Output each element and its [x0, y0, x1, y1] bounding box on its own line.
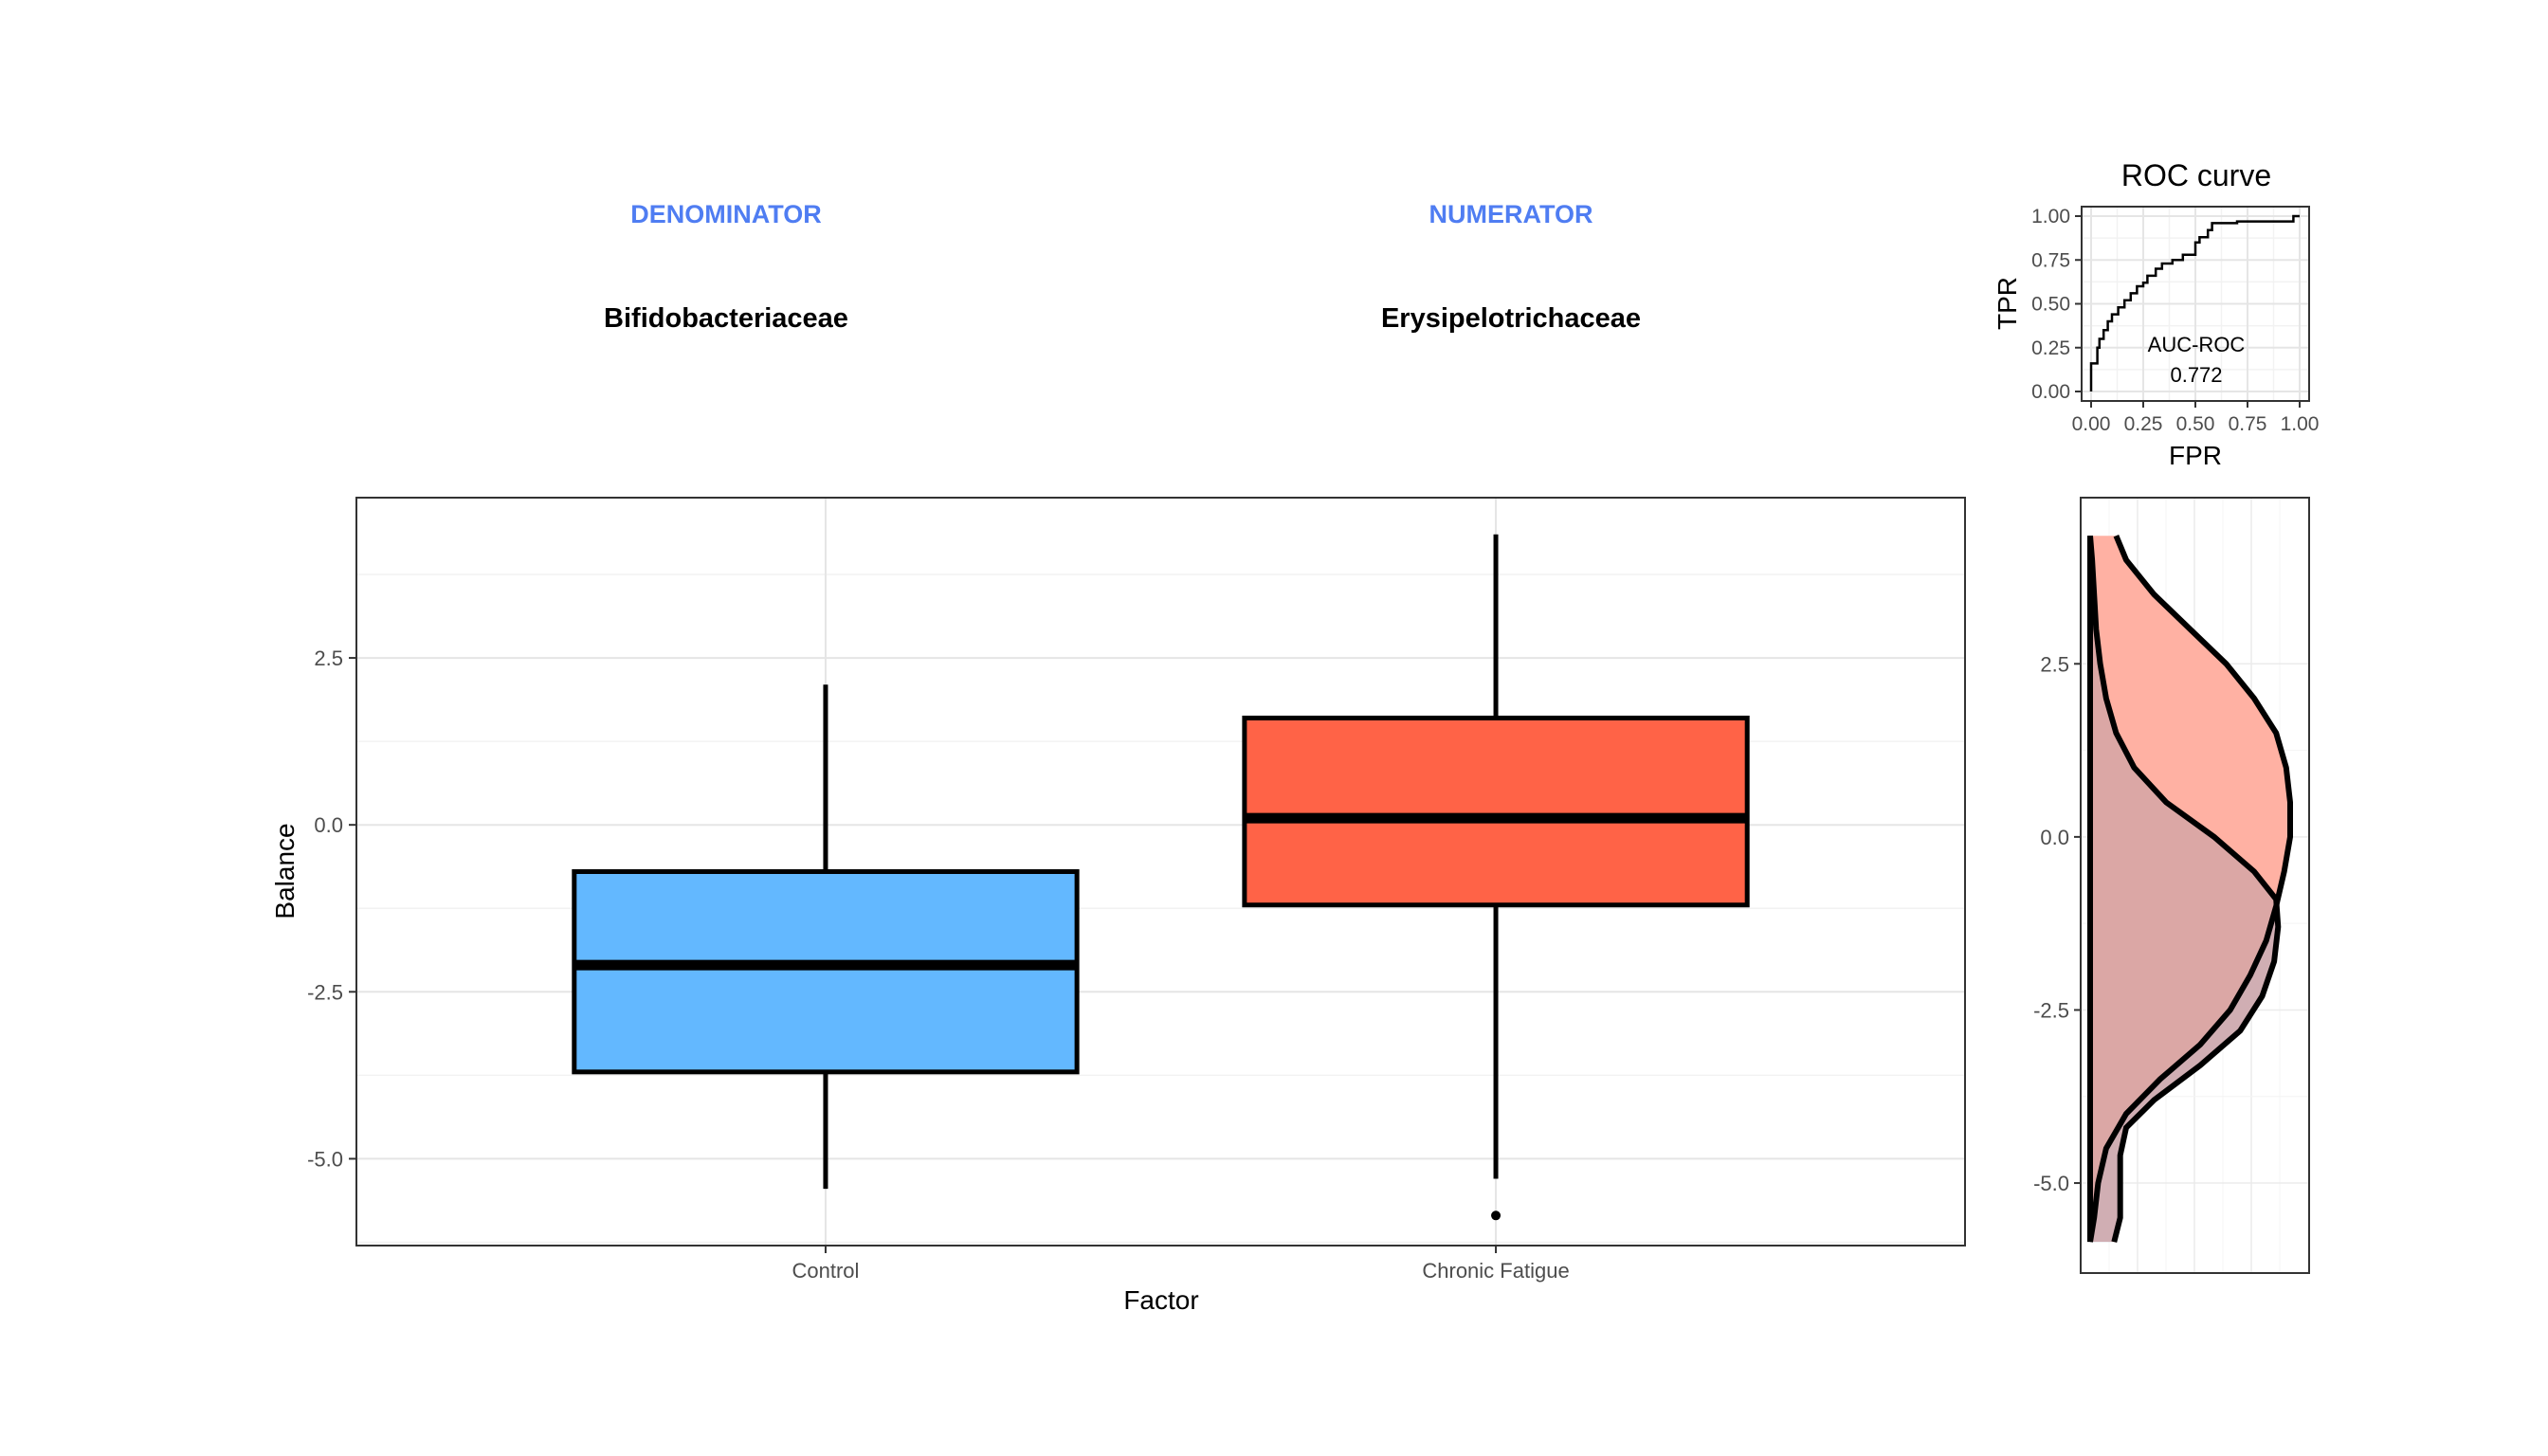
- boxplot-x-tick-label: Chronic Fatigue: [1422, 1259, 1569, 1283]
- roc-x-axis-title: FPR: [2169, 441, 2222, 470]
- boxplot-y-tick-label: -2.5: [307, 980, 343, 1004]
- roc-axes: 0.00 0.25 0.50 0.75 1.00 0.00 0.25 0.50 0.75 1.00: [2031, 206, 2319, 435]
- boxplot-x-tick-label: Control: [792, 1259, 859, 1283]
- density-y-tick-label: 2.5: [2040, 652, 2069, 676]
- roc-y-tick-label: 1.00: [2031, 206, 2070, 228]
- density-chronic-fatigue-outline: [2087, 535, 2293, 1243]
- roc-y-axis-title: TPR: [1993, 277, 2022, 330]
- roc-y-tick-label: 0.00: [2031, 381, 2070, 403]
- boxplot-panel: -5.0 -2.5 0.0 2.5 Control Chronic Fatigue Fa…: [270, 497, 1966, 1315]
- density-panel: -5.0 -2.5 0.0 2.5: [2033, 497, 2310, 1274]
- roc-auc-label: AUC-ROC: [2148, 333, 2246, 356]
- roc-y-tick-label: 0.50: [2031, 294, 2070, 316]
- boxplot-boxes: [572, 534, 1750, 1221]
- density-border: [2080, 497, 2310, 1274]
- density-y-tick-label: -2.5: [2033, 998, 2069, 1022]
- density-y-axis: -5.0 -2.5 0.0 2.5: [2033, 652, 2081, 1195]
- roc-x-tick-label: 0.75: [2229, 413, 2267, 435]
- boxplot-x-axis: Control Chronic Fatigue: [792, 1246, 1570, 1283]
- boxplot-y-axis: -5.0 -2.5 0.0 2.5: [307, 646, 356, 1171]
- denominator-taxon: Bifidobacteriaceae: [604, 303, 848, 334]
- density-areas: [2087, 535, 2293, 1243]
- density-control-outline: [2087, 535, 2282, 1243]
- roc-y-tick-label: 0.75: [2031, 249, 2070, 271]
- boxplot-y-axis-title: Balance: [270, 823, 300, 919]
- roc-curve-line: [2089, 214, 2300, 391]
- roc-x-tick-label: 0.00: [2072, 413, 2111, 435]
- boxplot-x-axis-title: Factor: [1123, 1285, 1198, 1315]
- boxplot-outlier-point: [1491, 1210, 1502, 1221]
- density-y-tick-label: -5.0: [2033, 1172, 2069, 1195]
- roc-title: ROC curve: [2121, 158, 2271, 192]
- roc-panel: ROC curve AUC-ROC 0.772 0.00 0.25 0.50 0.75…: [1993, 158, 2319, 470]
- numerator-taxon: Erysipelotrichaceae: [1381, 303, 1641, 334]
- roc-gridlines: [2082, 207, 2309, 401]
- roc-x-tick-label: 0.25: [2124, 413, 2163, 435]
- boxplot-y-tick-label: 2.5: [314, 646, 343, 670]
- roc-x-tick-label: 0.50: [2176, 413, 2215, 435]
- density-y-tick-label: 0.0: [2040, 826, 2069, 849]
- density-overlap-area: [2090, 536, 2279, 1243]
- roc-x-tick-label: 1.00: [2281, 413, 2320, 435]
- roc-y-tick-label: 0.25: [2031, 337, 2070, 359]
- numerator-label: NUMERATOR: [1429, 200, 1593, 228]
- boxplot-box: [572, 869, 1080, 1075]
- boxplot-border: [355, 497, 1966, 1247]
- denominator-label: DENOMINATOR: [630, 200, 822, 228]
- roc-auc-value: 0.772: [2170, 363, 2222, 387]
- boxplot-y-tick-label: -5.0: [307, 1147, 343, 1171]
- boxplot-y-tick-label: 0.0: [314, 813, 343, 837]
- boxplot-box: [1242, 715, 1750, 908]
